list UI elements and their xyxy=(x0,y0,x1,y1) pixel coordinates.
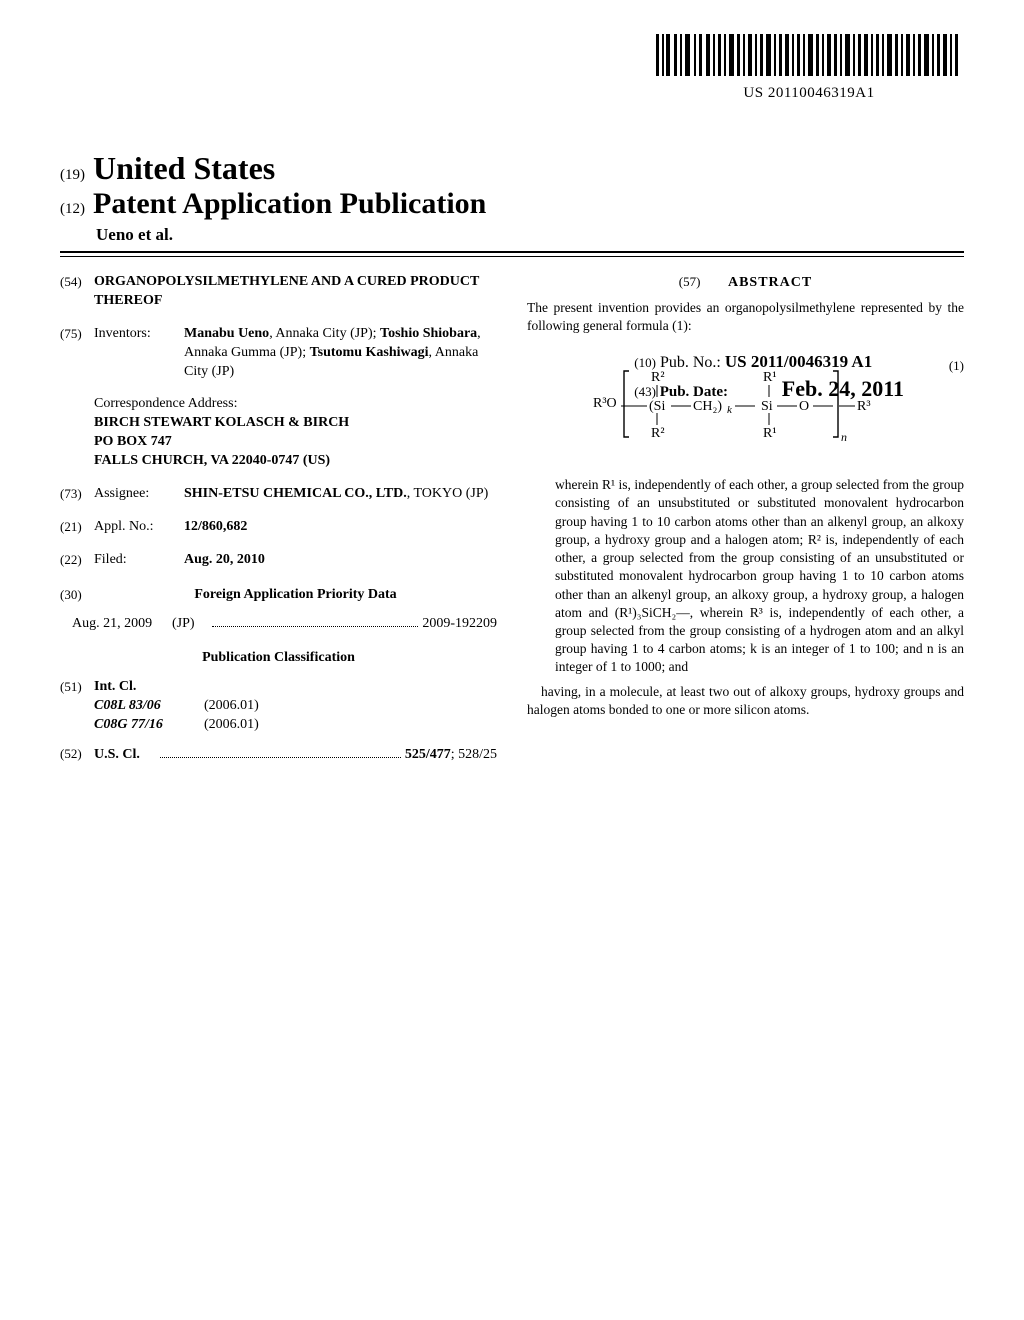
corr-pobox: PO BOX 747 xyxy=(94,433,497,452)
svg-text:O: O xyxy=(799,399,809,414)
left-column: (54) ORGANOPOLYSILMETHYLENE AND A CURED … xyxy=(60,273,497,765)
foreign-country: (JP) xyxy=(172,615,208,634)
code-57: (57) xyxy=(679,274,701,289)
foreign-priority-header: Foreign Application Priority Data xyxy=(94,586,497,605)
barcode-block: US 20110046319A1 xyxy=(654,32,964,102)
foreign-date: Aug. 21, 2009 xyxy=(72,615,172,634)
inventors-value: Manabu Ueno, Annaka City (JP); Toshio Sh… xyxy=(184,325,497,382)
foreign-appnum: 2009-192209 xyxy=(422,615,497,634)
svg-text:R¹: R¹ xyxy=(763,426,777,441)
header-block: (19) United States (12) Patent Applicati… xyxy=(60,150,964,257)
code-30: (30) xyxy=(60,586,94,605)
abstract-having: having, in a molecule, at least two out … xyxy=(527,683,964,719)
code-19: (19) xyxy=(60,167,85,183)
code-51: (51) xyxy=(60,678,94,735)
svg-text:R³O: R³O xyxy=(593,396,617,411)
patent-title: ORGANOPOLYSILMETHYLENE AND A CURED PRODU… xyxy=(94,273,497,311)
applno-value: 12/860,682 xyxy=(184,518,497,537)
svg-text:k: k xyxy=(727,404,733,416)
filed-value: Aug. 20, 2010 xyxy=(184,551,497,570)
svg-text:R¹: R¹ xyxy=(763,370,777,385)
formula-block: (1) R³O n R² (Si R² CH₂) xyxy=(527,357,964,454)
svg-text:R³: R³ xyxy=(857,399,871,414)
inventors-label: Inventors: xyxy=(94,325,184,382)
correspondence-block: Correspondence Address: BIRCH STEWART KO… xyxy=(94,395,497,471)
barcode-graphic xyxy=(654,32,964,78)
svg-text:R²: R² xyxy=(651,426,665,441)
assignee-label: Assignee: xyxy=(94,485,184,504)
uscl-dots xyxy=(160,757,401,758)
corr-label: Correspondence Address: xyxy=(94,395,497,414)
abstract-label: ABSTRACT xyxy=(728,275,812,290)
formula-number: (1) xyxy=(949,357,964,375)
code-12: (12) xyxy=(60,201,85,217)
corr-firm: BIRCH STEWART KOLASCH & BIRCH xyxy=(94,414,497,433)
document-type: Patent Application Publication xyxy=(93,187,486,220)
abstract-p1: The present invention provides an organo… xyxy=(527,299,964,335)
chemical-formula-svg: R³O n R² (Si R² CH₂) k xyxy=(591,357,901,447)
pub-classification-header: Publication Classification xyxy=(60,649,497,668)
barcode-pubnum: US 20110046319A1 xyxy=(654,85,964,102)
svg-text:R²: R² xyxy=(651,370,665,385)
ipc-code-1: C08G 77/16 xyxy=(94,716,204,735)
applno-label: Appl. No.: xyxy=(94,518,184,537)
uscl-label: U.S. Cl. xyxy=(94,746,156,765)
code-73: (73) xyxy=(60,485,94,504)
ipc-ver-0: (2006.01) xyxy=(204,697,259,716)
code-21: (21) xyxy=(60,518,94,537)
rule-thick xyxy=(60,251,964,253)
foreign-dots xyxy=(212,626,418,627)
filed-label: Filed: xyxy=(94,551,184,570)
country-name: United States xyxy=(93,150,275,186)
abstract-wherein: wherein R¹ is, independently of each oth… xyxy=(555,476,964,676)
ipc-ver-1: (2006.01) xyxy=(204,716,259,735)
code-22: (22) xyxy=(60,551,94,570)
ipc-code-0: C08L 83/06 xyxy=(94,697,204,716)
assignee-value: SHIN-ETSU CHEMICAL CO., LTD., TOKYO (JP) xyxy=(184,485,497,504)
right-column: (57) ABSTRACT The present invention prov… xyxy=(527,273,964,765)
svg-text:(Si: (Si xyxy=(649,399,665,414)
authors-line: Ueno et al. xyxy=(96,225,964,245)
svg-text:Si: Si xyxy=(761,399,773,414)
code-52: (52) xyxy=(60,745,94,763)
rule-thin xyxy=(60,256,964,257)
svg-text:n: n xyxy=(841,430,847,444)
svg-text:CH₂): CH₂) xyxy=(693,399,722,414)
code-54: (54) xyxy=(60,273,94,291)
intcl-label: Int. Cl. xyxy=(94,678,497,697)
corr-city: FALLS CHURCH, VA 22040-0747 (US) xyxy=(94,452,497,471)
code-75: (75) xyxy=(60,325,94,382)
uscl-value: 525/477; 528/25 xyxy=(405,746,497,765)
